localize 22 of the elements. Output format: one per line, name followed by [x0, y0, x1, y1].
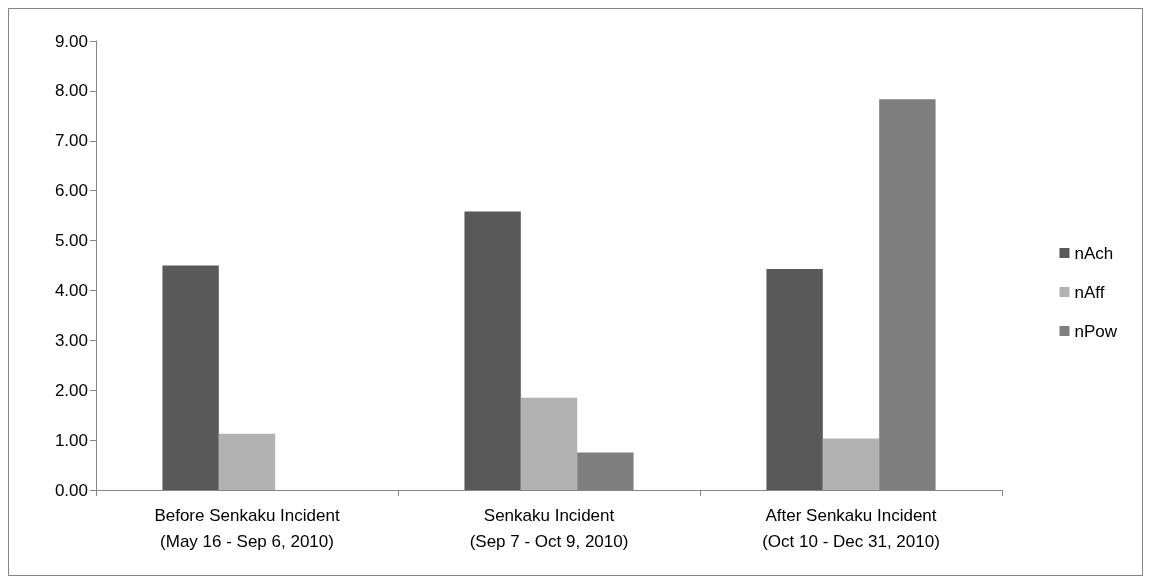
- y-tick-label: 2.00: [54, 380, 88, 400]
- x-tick-label: After Senkaku Incident (Oct 10 - Dec 31, 2010): [762, 505, 940, 551]
- x-tick-label: Senkaku Incident (Sep 7 - Oct 9, 2010): [469, 505, 629, 551]
- y-tick-label: 3.00: [54, 330, 88, 350]
- y-tick-label: 5.00: [54, 231, 88, 251]
- y-tick-label: 1.00: [54, 430, 88, 450]
- bar: [822, 438, 880, 490]
- bar: [520, 397, 578, 490]
- y-tick-label: 9.00: [54, 31, 88, 51]
- y-tick-label: 8.00: [54, 81, 88, 101]
- bar: [218, 433, 276, 490]
- y-tick-label: 7.00: [54, 131, 88, 151]
- legend-label: nPow: [1074, 321, 1118, 341]
- legend-label: nAch: [1074, 243, 1114, 263]
- legend-label: nAff: [1074, 282, 1105, 302]
- y-tick-label: 0.00: [54, 480, 88, 500]
- bar: [162, 265, 219, 490]
- bar: [464, 211, 521, 490]
- bar: [766, 268, 823, 490]
- y-tick-label: 6.00: [54, 181, 88, 201]
- x-tick-label: Before Senkaku Incident (May 16 - Sep 6, 2010): [154, 505, 340, 551]
- y-tick-label: 4.00: [54, 280, 88, 300]
